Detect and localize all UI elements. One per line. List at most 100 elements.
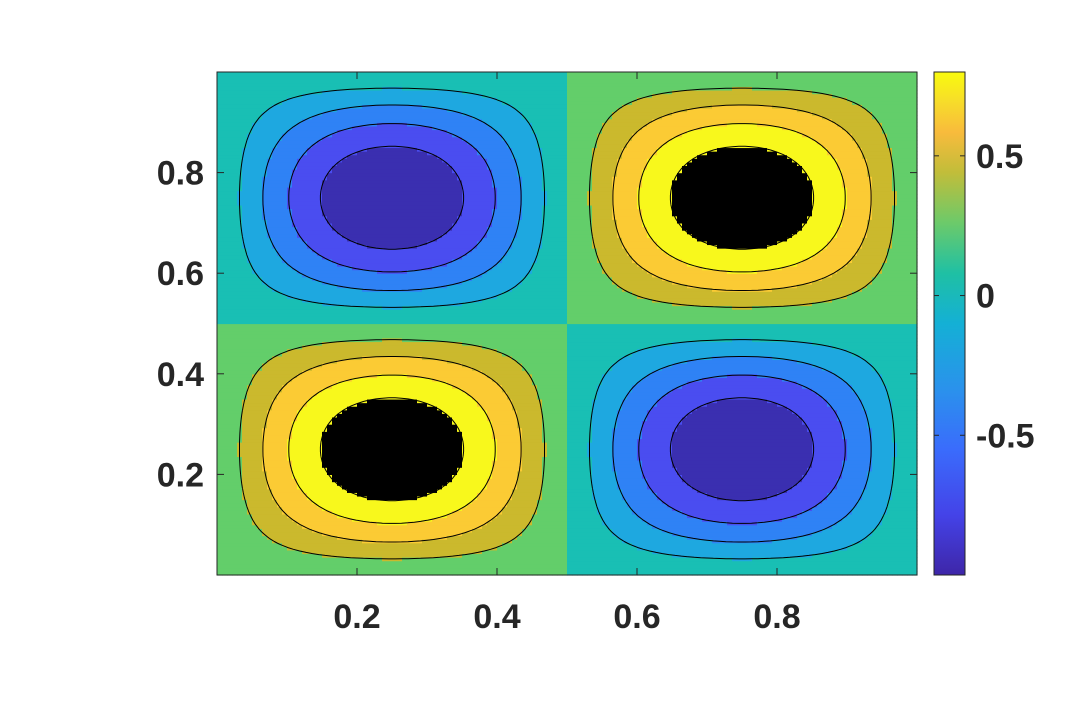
contour-fill-cell xyxy=(377,154,383,159)
contour-fill-cell xyxy=(217,323,223,328)
contour-fill-cell xyxy=(262,82,268,87)
contour-fill-cell xyxy=(322,97,328,102)
contour-fill-cell xyxy=(277,122,283,127)
contour-fill-cell xyxy=(337,222,343,228)
contour-fill-cell xyxy=(382,266,388,271)
contour-fill-cell xyxy=(282,125,288,131)
contour-fill-cell xyxy=(257,154,263,159)
contour-fill-cell xyxy=(302,197,308,202)
contour-fill-cell xyxy=(327,204,333,210)
contour-fill-cell xyxy=(287,477,293,483)
contour-fill-cell xyxy=(347,72,353,77)
contour-fill-cell xyxy=(362,521,368,526)
contour-fill-cell xyxy=(237,506,243,511)
contour-fill-cell xyxy=(342,330,348,335)
contour-fill-cell xyxy=(322,463,328,468)
contour-fill-cell xyxy=(382,352,388,357)
contour-fill-cell xyxy=(222,557,228,562)
contour-fill-cell xyxy=(267,248,273,253)
contour-fill-cell xyxy=(297,283,303,289)
contour-fill-cell xyxy=(302,327,308,332)
contour-fill-cell xyxy=(307,474,313,479)
contour-fill-cell xyxy=(387,449,393,454)
contour-fill-cell xyxy=(317,201,323,206)
contour-fill-cell xyxy=(367,510,373,515)
contour-fill-cell xyxy=(392,492,398,497)
contour-fill-cell xyxy=(307,398,313,404)
contour-fill-cell xyxy=(267,355,273,361)
contour-fill-cell xyxy=(347,370,353,375)
contour-fill-cell xyxy=(377,273,383,278)
contour-fill-cell xyxy=(382,549,388,555)
contour-fill-cell xyxy=(377,416,383,422)
contour-fill-cell xyxy=(227,388,233,393)
contour-fill-cell xyxy=(342,503,348,508)
contour-fill-cell xyxy=(367,380,373,386)
contour-fill-cell xyxy=(367,219,373,224)
contour-fill-cell xyxy=(352,370,358,375)
contour-fill-cell xyxy=(337,143,343,149)
contour-fill-cell xyxy=(282,319,288,325)
contour-fill-cell xyxy=(327,276,333,281)
contour-fill-cell xyxy=(342,402,348,407)
contour-fill-cell xyxy=(352,244,358,249)
contour-fill-cell xyxy=(327,438,333,443)
contour-fill-cell xyxy=(242,467,248,472)
contour-fill-cell xyxy=(217,79,223,84)
contour-fill-cell xyxy=(362,495,368,501)
contour-fill-cell xyxy=(287,535,293,540)
contour-fill-cell xyxy=(267,438,273,443)
contour-fill-cell xyxy=(227,251,233,256)
contour-fill-cell xyxy=(317,467,323,472)
contour-fill-cell xyxy=(352,481,358,486)
contour-fill-cell xyxy=(272,503,278,508)
contour-fill-cell xyxy=(272,283,278,289)
contour-fill-cell xyxy=(262,118,268,123)
contour-fill-cell xyxy=(222,172,228,177)
contour-fill-cell xyxy=(282,539,288,544)
contour-fill-cell xyxy=(367,100,373,105)
contour-fill-cell xyxy=(257,226,263,231)
contour-fill-cell xyxy=(392,531,398,537)
contour-fill-cell xyxy=(262,201,268,206)
contour-fill-cell xyxy=(357,147,363,152)
contour-fill-cell xyxy=(267,298,273,303)
contour-fill-cell xyxy=(362,244,368,249)
contour-fill-cell xyxy=(232,445,238,450)
contour-fill-cell xyxy=(282,409,288,414)
contour-fill-cell xyxy=(217,528,223,533)
contour-fill-cell xyxy=(232,186,238,192)
contour-fill-cell xyxy=(222,341,228,346)
contour-fill-cell xyxy=(342,549,348,555)
contour-fill-cell xyxy=(332,416,338,422)
contour-fill-cell xyxy=(357,431,363,436)
contour-fill-cell xyxy=(217,456,223,461)
contour-fill-cell xyxy=(237,341,243,346)
contour-fill-cell xyxy=(312,416,318,422)
contour-fill-cell xyxy=(347,89,353,95)
contour-fill-cell xyxy=(262,456,268,461)
contour-fill-cell xyxy=(357,226,363,231)
contour-fill-cell xyxy=(312,463,318,468)
contour-fill-cell xyxy=(382,348,388,353)
contour-fill-cell xyxy=(322,233,328,238)
contour-fill-cell xyxy=(392,280,398,285)
contour-fill-cell xyxy=(277,327,283,332)
contour-fill-cell xyxy=(352,427,358,432)
contour-fill-cell xyxy=(232,219,238,224)
contour-fill-cell xyxy=(342,384,348,389)
contour-fill-cell xyxy=(362,503,368,508)
contour-fill-cell xyxy=(227,82,233,87)
contour-fill-cell xyxy=(247,445,253,450)
contour-fill-cell xyxy=(267,553,273,558)
contour-fill-cell xyxy=(362,406,368,411)
contour-fill-cell xyxy=(277,183,283,188)
contour-fill-cell xyxy=(357,456,363,461)
contour-fill-cell xyxy=(242,190,248,195)
contour-fill-cell xyxy=(222,531,228,537)
contour-fill-cell xyxy=(232,424,238,429)
contour-fill-cell xyxy=(342,240,348,246)
contour-fill-cell xyxy=(377,345,383,350)
contour-fill-cell xyxy=(387,179,393,184)
contour-fill-cell xyxy=(267,424,273,429)
